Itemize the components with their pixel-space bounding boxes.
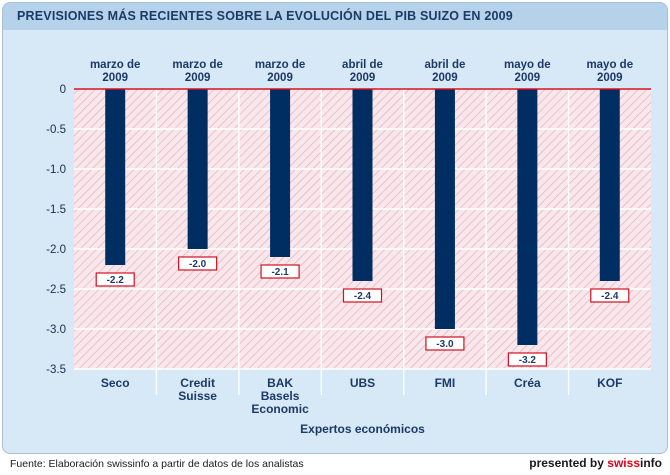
y-tick-label: -0.5 [46, 124, 66, 136]
value-label: -3.0 [425, 336, 465, 351]
brand-info: info [640, 456, 662, 470]
category-label: FMI [435, 376, 456, 390]
date-label: mayo de 2009 [586, 59, 633, 84]
bar [187, 89, 208, 249]
category-label: UBS [350, 376, 375, 390]
x-axis-title: Expertos económicos [300, 422, 425, 436]
y-tick-label: -1.0 [46, 164, 66, 176]
chart-frame: PREVISIONES MÁS RECIENTES SOBRE LA EVOLU… [2, 2, 668, 454]
brand-swiss: swiss [607, 456, 640, 470]
category-label: Créa [514, 376, 541, 390]
value-label-text: -2.0 [189, 259, 207, 270]
date-label: marzo de 2009 [255, 59, 306, 84]
date-label: abril de 2009 [424, 59, 465, 84]
category-label: BAK Basels Economic [251, 376, 309, 416]
category-label: KOF [597, 376, 622, 390]
title-bar: PREVISIONES MÁS RECIENTES SOBRE LA EVOLU… [3, 3, 667, 30]
category-label: Credit Suisse [178, 376, 217, 403]
value-label-text: -2.1 [271, 267, 289, 278]
source-note: Fuente: Elaboración swissinfo a partir d… [10, 458, 304, 470]
value-label-text: -3.0 [436, 339, 454, 350]
brand-credit: presented by swissinfo [529, 456, 662, 470]
y-tick-label: -2.0 [46, 244, 66, 256]
value-label-text: -2.4 [601, 291, 619, 302]
bar [517, 89, 538, 345]
y-tick-label: -3.0 [46, 324, 66, 336]
y-tick-label: -3.5 [46, 364, 66, 376]
value-label-text: -2.4 [354, 291, 372, 302]
bar-chart: -2.2 -2.0 -2.1 -2.4 -3.0 -3.2 -2.4 0 -0.5 -1.0 -1… [46, 59, 651, 436]
category-label: Seco [101, 376, 130, 390]
bar [599, 89, 620, 281]
value-label: -2.0 [178, 256, 218, 271]
y-tick-label: 0 [60, 84, 66, 96]
date-label: marzo de 2009 [172, 59, 223, 84]
bar [434, 89, 455, 329]
date-label: mayo de 2009 [504, 59, 551, 84]
value-label: -2.4 [590, 288, 630, 303]
value-label: -2.4 [342, 288, 383, 303]
value-label: -2.1 [260, 264, 300, 279]
y-tick-label: -2.5 [46, 284, 66, 296]
value-label-text: -2.2 [107, 275, 125, 286]
y-tick-label: -1.5 [46, 204, 66, 216]
chart-title: PREVISIONES MÁS RECIENTES SOBRE LA EVOLU… [17, 9, 513, 23]
bar [352, 89, 373, 281]
bar [270, 89, 291, 257]
value-label: -3.2 [507, 352, 547, 367]
date-label: marzo de 2009 [90, 59, 141, 84]
date-label: abril de 2009 [342, 59, 383, 84]
value-label-text: -3.2 [519, 355, 537, 366]
value-label: -2.2 [95, 272, 135, 287]
presented-by-text: presented by [529, 456, 604, 470]
bar [105, 89, 126, 265]
